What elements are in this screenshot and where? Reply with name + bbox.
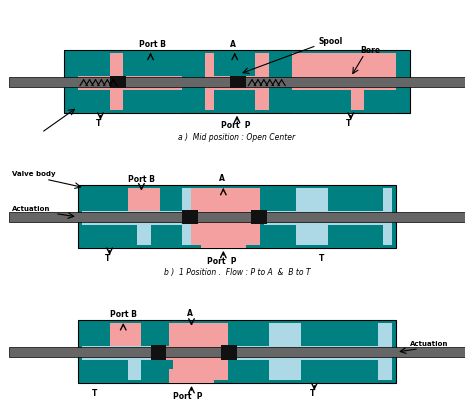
FancyBboxPatch shape xyxy=(160,323,228,380)
FancyBboxPatch shape xyxy=(201,188,246,211)
FancyBboxPatch shape xyxy=(109,323,141,346)
FancyBboxPatch shape xyxy=(78,52,109,76)
FancyBboxPatch shape xyxy=(82,225,137,248)
FancyBboxPatch shape xyxy=(214,90,255,113)
Text: Port B: Port B xyxy=(128,175,155,184)
FancyBboxPatch shape xyxy=(301,323,378,346)
Text: Actuation: Actuation xyxy=(410,341,448,347)
Text: Port B: Port B xyxy=(139,40,166,49)
FancyBboxPatch shape xyxy=(64,50,410,113)
FancyBboxPatch shape xyxy=(78,320,396,383)
Text: A: A xyxy=(219,173,225,183)
FancyBboxPatch shape xyxy=(82,188,210,245)
Text: Port  P: Port P xyxy=(221,121,251,131)
Text: Bore: Bore xyxy=(360,46,380,55)
FancyBboxPatch shape xyxy=(214,52,255,76)
FancyBboxPatch shape xyxy=(328,188,383,211)
FancyBboxPatch shape xyxy=(82,188,137,211)
Text: b )  1 Position .  Flow : P to A  &  B to T: b ) 1 Position . Flow : P to A & B to T xyxy=(164,268,310,277)
FancyBboxPatch shape xyxy=(221,345,237,360)
FancyBboxPatch shape xyxy=(9,77,465,87)
FancyBboxPatch shape xyxy=(264,225,296,248)
FancyBboxPatch shape xyxy=(169,323,214,346)
FancyBboxPatch shape xyxy=(141,360,173,383)
Text: T: T xyxy=(96,118,101,128)
FancyBboxPatch shape xyxy=(251,210,266,224)
FancyBboxPatch shape xyxy=(78,185,396,248)
FancyBboxPatch shape xyxy=(264,188,392,245)
FancyBboxPatch shape xyxy=(232,323,392,380)
Text: T: T xyxy=(310,389,315,398)
Text: T: T xyxy=(91,389,97,398)
FancyBboxPatch shape xyxy=(151,188,182,211)
FancyBboxPatch shape xyxy=(301,360,378,383)
FancyBboxPatch shape xyxy=(151,345,166,360)
Text: A: A xyxy=(230,40,236,49)
FancyBboxPatch shape xyxy=(82,360,128,383)
FancyBboxPatch shape xyxy=(128,188,160,211)
FancyBboxPatch shape xyxy=(232,360,269,383)
FancyBboxPatch shape xyxy=(123,90,182,113)
Text: Port  P: Port P xyxy=(208,257,237,265)
FancyBboxPatch shape xyxy=(78,90,109,113)
FancyBboxPatch shape xyxy=(151,225,182,248)
FancyBboxPatch shape xyxy=(191,188,260,245)
FancyBboxPatch shape xyxy=(230,76,246,88)
FancyBboxPatch shape xyxy=(365,90,396,113)
FancyBboxPatch shape xyxy=(292,52,396,110)
FancyBboxPatch shape xyxy=(201,234,246,248)
FancyBboxPatch shape xyxy=(9,347,465,357)
FancyBboxPatch shape xyxy=(232,323,269,346)
Text: Valve body: Valve body xyxy=(12,171,55,177)
Text: Port B: Port B xyxy=(109,310,137,319)
FancyBboxPatch shape xyxy=(292,90,351,113)
FancyBboxPatch shape xyxy=(169,369,214,383)
Text: T: T xyxy=(346,118,352,128)
Text: a )  Mid position : Open Center: a ) Mid position : Open Center xyxy=(178,133,296,142)
Text: Actuation: Actuation xyxy=(12,206,50,212)
FancyBboxPatch shape xyxy=(141,323,173,346)
FancyBboxPatch shape xyxy=(9,212,465,222)
Text: T: T xyxy=(105,254,110,263)
Text: Spool: Spool xyxy=(319,37,343,46)
FancyBboxPatch shape xyxy=(328,225,383,248)
FancyBboxPatch shape xyxy=(264,188,296,211)
FancyBboxPatch shape xyxy=(82,323,187,380)
FancyBboxPatch shape xyxy=(78,52,182,110)
Text: A: A xyxy=(187,309,193,318)
FancyBboxPatch shape xyxy=(109,76,126,88)
Text: Port  P: Port P xyxy=(173,392,203,401)
FancyBboxPatch shape xyxy=(123,52,182,76)
FancyBboxPatch shape xyxy=(205,52,269,110)
FancyBboxPatch shape xyxy=(82,323,128,346)
FancyBboxPatch shape xyxy=(182,210,198,224)
Text: T: T xyxy=(319,254,324,263)
